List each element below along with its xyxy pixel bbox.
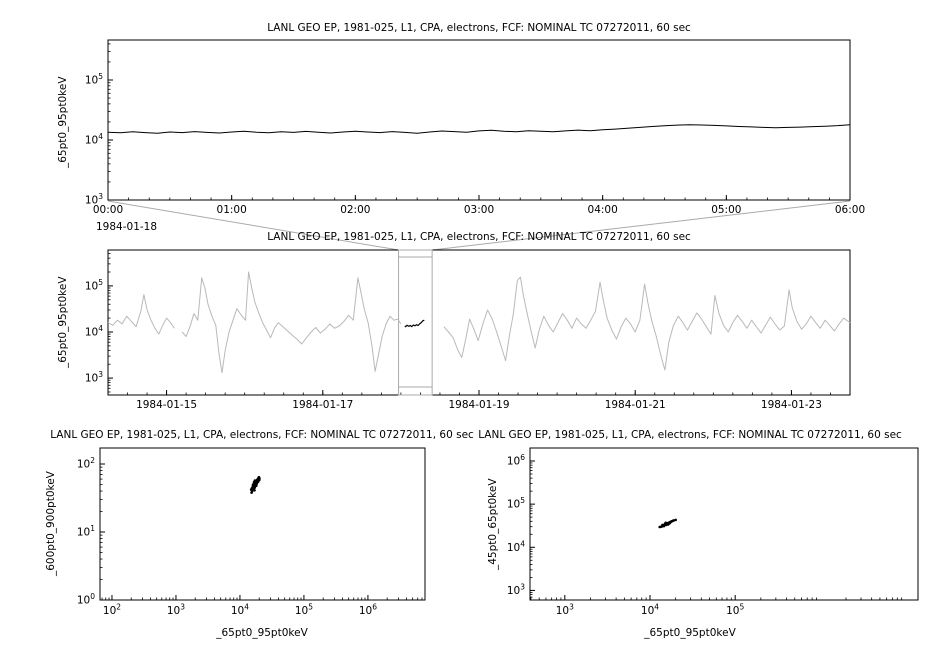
panel-bottom-left-plot-area[interactable] (100, 448, 425, 600)
panel-middle-plot-area[interactable] (108, 250, 850, 395)
svg-text:1984-01-17: 1984-01-17 (292, 399, 353, 411)
panel-top-date-label: 1984-01-18 (96, 221, 158, 233)
svg-text:104: 104 (85, 132, 103, 147)
svg-text:102: 102 (77, 456, 95, 471)
zoom-selection-box[interactable] (398, 250, 432, 395)
svg-text:106: 106 (507, 453, 525, 468)
panel-bottom-left-title: LANL GEO EP, 1981-025, L1, CPA, electron… (50, 429, 474, 441)
svg-text:103: 103 (507, 582, 525, 597)
panel-bottom-right-y-axis-label: _45pt0_65pt0keV (487, 478, 499, 571)
svg-text:00:00: 00:00 (93, 204, 123, 216)
svg-text:105: 105 (85, 278, 103, 293)
svg-text:01:00: 01:00 (217, 204, 247, 216)
svg-text:105: 105 (507, 496, 525, 511)
panel-middle-y-axis-label: _65pt0_95pt0keV (57, 276, 69, 369)
svg-text:105: 105 (85, 72, 103, 87)
panel-bottom-right-plot-area[interactable] (530, 448, 918, 600)
svg-text:105: 105 (295, 603, 313, 618)
panel-bottom-right-x-axis-label: _65pt0_95pt0keV (644, 627, 736, 639)
svg-text:104: 104 (507, 539, 525, 554)
panel-top-plot-area[interactable] (108, 40, 850, 200)
svg-text:05:00: 05:00 (711, 204, 741, 216)
panel-top-title: LANL GEO EP, 1981-025, L1, CPA, electron… (267, 22, 691, 34)
svg-text:103: 103 (556, 603, 574, 618)
panel-middle-title: LANL GEO EP, 1981-025, L1, CPA, electron… (267, 231, 691, 243)
svg-text:1984-01-19: 1984-01-19 (448, 399, 509, 411)
svg-text:02:00: 02:00 (340, 204, 370, 216)
svg-text:103: 103 (85, 370, 103, 385)
svg-text:103: 103 (167, 603, 185, 618)
svg-text:100: 100 (77, 592, 95, 607)
svg-text:105: 105 (726, 603, 744, 618)
svg-text:102: 102 (103, 603, 121, 618)
svg-text:1984-01-23: 1984-01-23 (761, 399, 822, 411)
panel-bottom-left-y-axis-label: _600pt0_900pt0keV (45, 471, 57, 576)
panel-top-y-axis-label: _65pt0_95pt0keV (57, 76, 69, 169)
svg-text:04:00: 04:00 (588, 204, 618, 216)
svg-text:104: 104 (641, 603, 659, 618)
panel-bottom-right-title: LANL GEO EP, 1981-025, L1, CPA, electron… (478, 429, 902, 441)
svg-text:101: 101 (77, 524, 95, 539)
svg-text:1984-01-15: 1984-01-15 (136, 399, 197, 411)
svg-text:06:00: 06:00 (835, 204, 865, 216)
panel-bottom-left-x-axis-label: _65pt0_95pt0keV (216, 627, 308, 639)
svg-text:106: 106 (359, 603, 377, 618)
svg-text:104: 104 (231, 603, 249, 618)
svg-text:03:00: 03:00 (464, 204, 494, 216)
svg-text:104: 104 (85, 324, 103, 339)
svg-text:1984-01-21: 1984-01-21 (605, 399, 666, 411)
